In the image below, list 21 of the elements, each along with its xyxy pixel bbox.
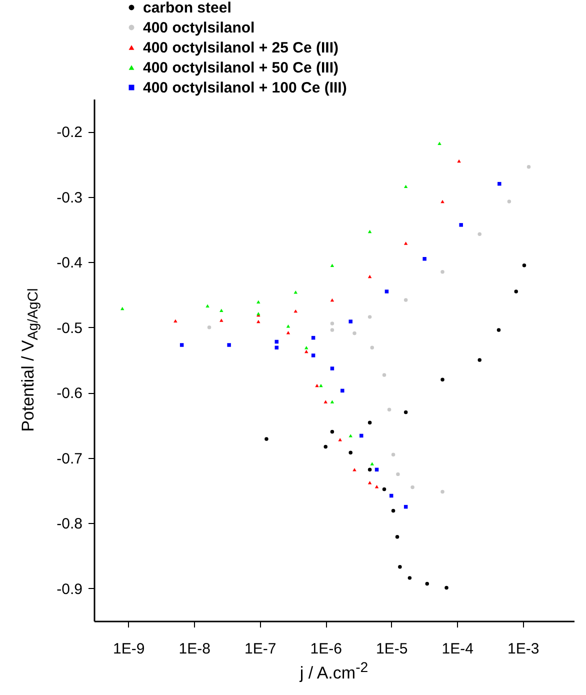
x-tick-label: 1E-7 xyxy=(244,640,276,658)
y-tick-label: -0.6 xyxy=(56,385,82,402)
x-tick-label: 1E-5 xyxy=(376,640,408,658)
y-tick-label: -0.5 xyxy=(56,320,82,337)
legend-label: 400 octylsilanol + 25 Ce (III) xyxy=(143,40,339,56)
y-tick-label: -0.3 xyxy=(56,189,82,206)
x-tick-label: 1E-8 xyxy=(178,640,210,658)
x-axis-title: j / A.cm$^{-2}$ xyxy=(298,660,370,684)
x-tick-label: 1E-6 xyxy=(310,640,342,658)
y-tick-label: -0.8 xyxy=(56,516,82,533)
y-tick-label: -0.4 xyxy=(56,254,82,272)
legend-label: carbon steel xyxy=(143,0,232,16)
x-tick-label: 1E-4 xyxy=(442,640,474,658)
x-tick-label: 1E-3 xyxy=(507,640,540,658)
y-tick-label: -0.7 xyxy=(56,450,82,468)
legend-label: 400 octylsilanol + 50 Ce (III) xyxy=(143,60,339,76)
y-tick-label: -0.9 xyxy=(56,580,82,598)
y-tick-label: -0.2 xyxy=(56,124,82,142)
legend-label: 400 octylsilanol + 100 Ce (III) xyxy=(143,80,347,96)
x-tick-label: 1E-9 xyxy=(113,640,145,658)
legend-label: 400 octylsilanol xyxy=(143,20,255,36)
